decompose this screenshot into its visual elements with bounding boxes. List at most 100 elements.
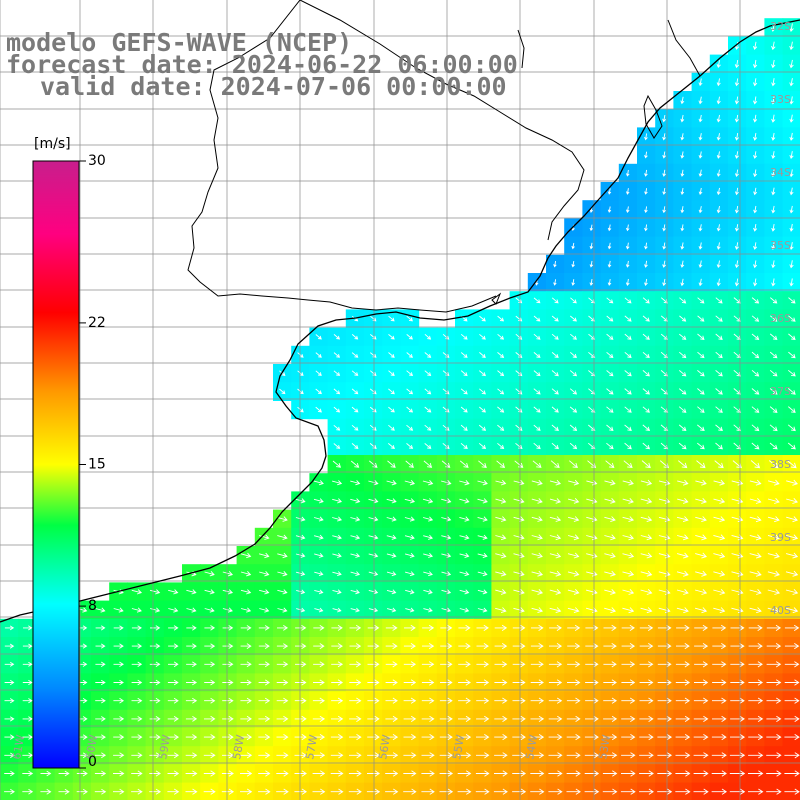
wind-arrow [680,133,685,141]
wind-arrow [113,607,124,613]
wind-arrow [766,643,782,650]
wind-arrow [731,570,744,577]
wind-arrow [657,661,672,668]
wind-arrow [715,297,723,304]
wind-arrow [770,297,778,304]
wind-arrow [533,406,541,413]
wind-arrow [589,242,594,250]
wind-arrow [204,661,216,668]
wind-arrow [624,370,632,377]
wind-arrow [570,315,577,322]
wind-arrow [458,697,471,704]
wind-arrow [733,388,742,395]
wind-arrow [494,715,508,722]
wind-arrow [479,370,486,377]
wind-arrow [386,571,397,577]
wind-arrow [368,534,379,540]
wind-arrow [716,96,721,105]
wind-arrow [222,589,234,595]
wind-arrow [584,752,600,759]
wind-arrow [185,752,198,759]
wind-arrow [422,498,434,504]
wind-arrow [549,516,562,522]
wind-arrow [658,534,671,541]
wind-arrow [204,679,216,686]
wind-arrow [385,788,399,795]
wind-arrow [715,406,723,413]
wind-arrow [693,770,709,777]
wind-arrow [495,570,507,577]
wind-arrow [787,442,796,450]
wind-arrow [476,624,489,631]
wind-arrow [512,643,526,650]
wind-arrow [784,697,800,704]
wind-arrow [621,770,636,777]
wind-arrow [697,442,705,450]
wind-arrow [149,734,161,740]
wind-arrow [625,206,630,214]
wind-arrow [607,279,612,286]
wind-arrow [789,169,794,178]
wind-arrow [276,679,289,686]
wind-arrow [602,752,618,759]
wind-arrow [459,460,469,468]
wind-arrow [751,333,760,340]
wind-arrow [788,333,796,341]
wind-arrow [644,242,648,250]
wind-arrow [566,697,581,704]
wind-arrow [277,570,288,577]
wind-arrow [167,697,179,704]
wind-arrow [222,679,234,686]
wind-arrow [385,624,398,631]
wind-arrow [550,460,560,469]
wind-arrow [716,60,721,69]
wind-arrow [406,352,413,358]
wind-arrow [769,388,778,395]
wind-arrow [368,552,379,558]
wind-arrow [621,734,636,741]
wind-arrow [385,734,399,741]
wind-arrow [642,406,650,413]
wind-arrow [477,534,488,540]
wind-arrow [460,442,468,450]
wind-arrow [476,661,490,668]
wind-arrow [625,260,630,268]
wind-arrow [314,571,324,577]
wind-arrow [367,697,380,704]
wind-arrow [639,697,654,704]
wind-arrow [424,333,432,340]
wind-arrow [767,479,780,486]
wind-arrow [748,752,764,759]
colorbar-tick-label: 15 [88,457,106,473]
wind-arrow [730,679,745,686]
colorbar-gradient [32,160,80,769]
wind-arrow [733,369,742,377]
wind-arrow [753,187,758,196]
wind-arrow [771,78,776,87]
wind-arrow [639,661,654,668]
wind-arrow [606,297,614,304]
wind-arrow [497,315,505,322]
wind-arrow [694,607,708,614]
wind-arrow [368,607,379,613]
wind-arrow [748,697,764,704]
wind-arrow [240,788,253,795]
wind-arrow [693,788,709,795]
wind-arrow [680,114,685,123]
wind-arrow [533,333,541,340]
wind-arrow [639,788,654,795]
wind-arrow [95,625,106,631]
wind-arrow [404,624,416,631]
wind-arrow [785,570,799,577]
wind-arrow [789,151,794,160]
wind-arrow [405,589,415,595]
wind-arrow [770,315,778,322]
wind-arrow [621,643,636,650]
wind-arrow [95,679,106,686]
wind-arrow [332,460,342,468]
wind-arrow [730,697,745,704]
wind-arrow [351,388,359,395]
wind-arrow [694,588,708,595]
wind-arrow [676,588,689,595]
wind-arrow [606,370,614,377]
